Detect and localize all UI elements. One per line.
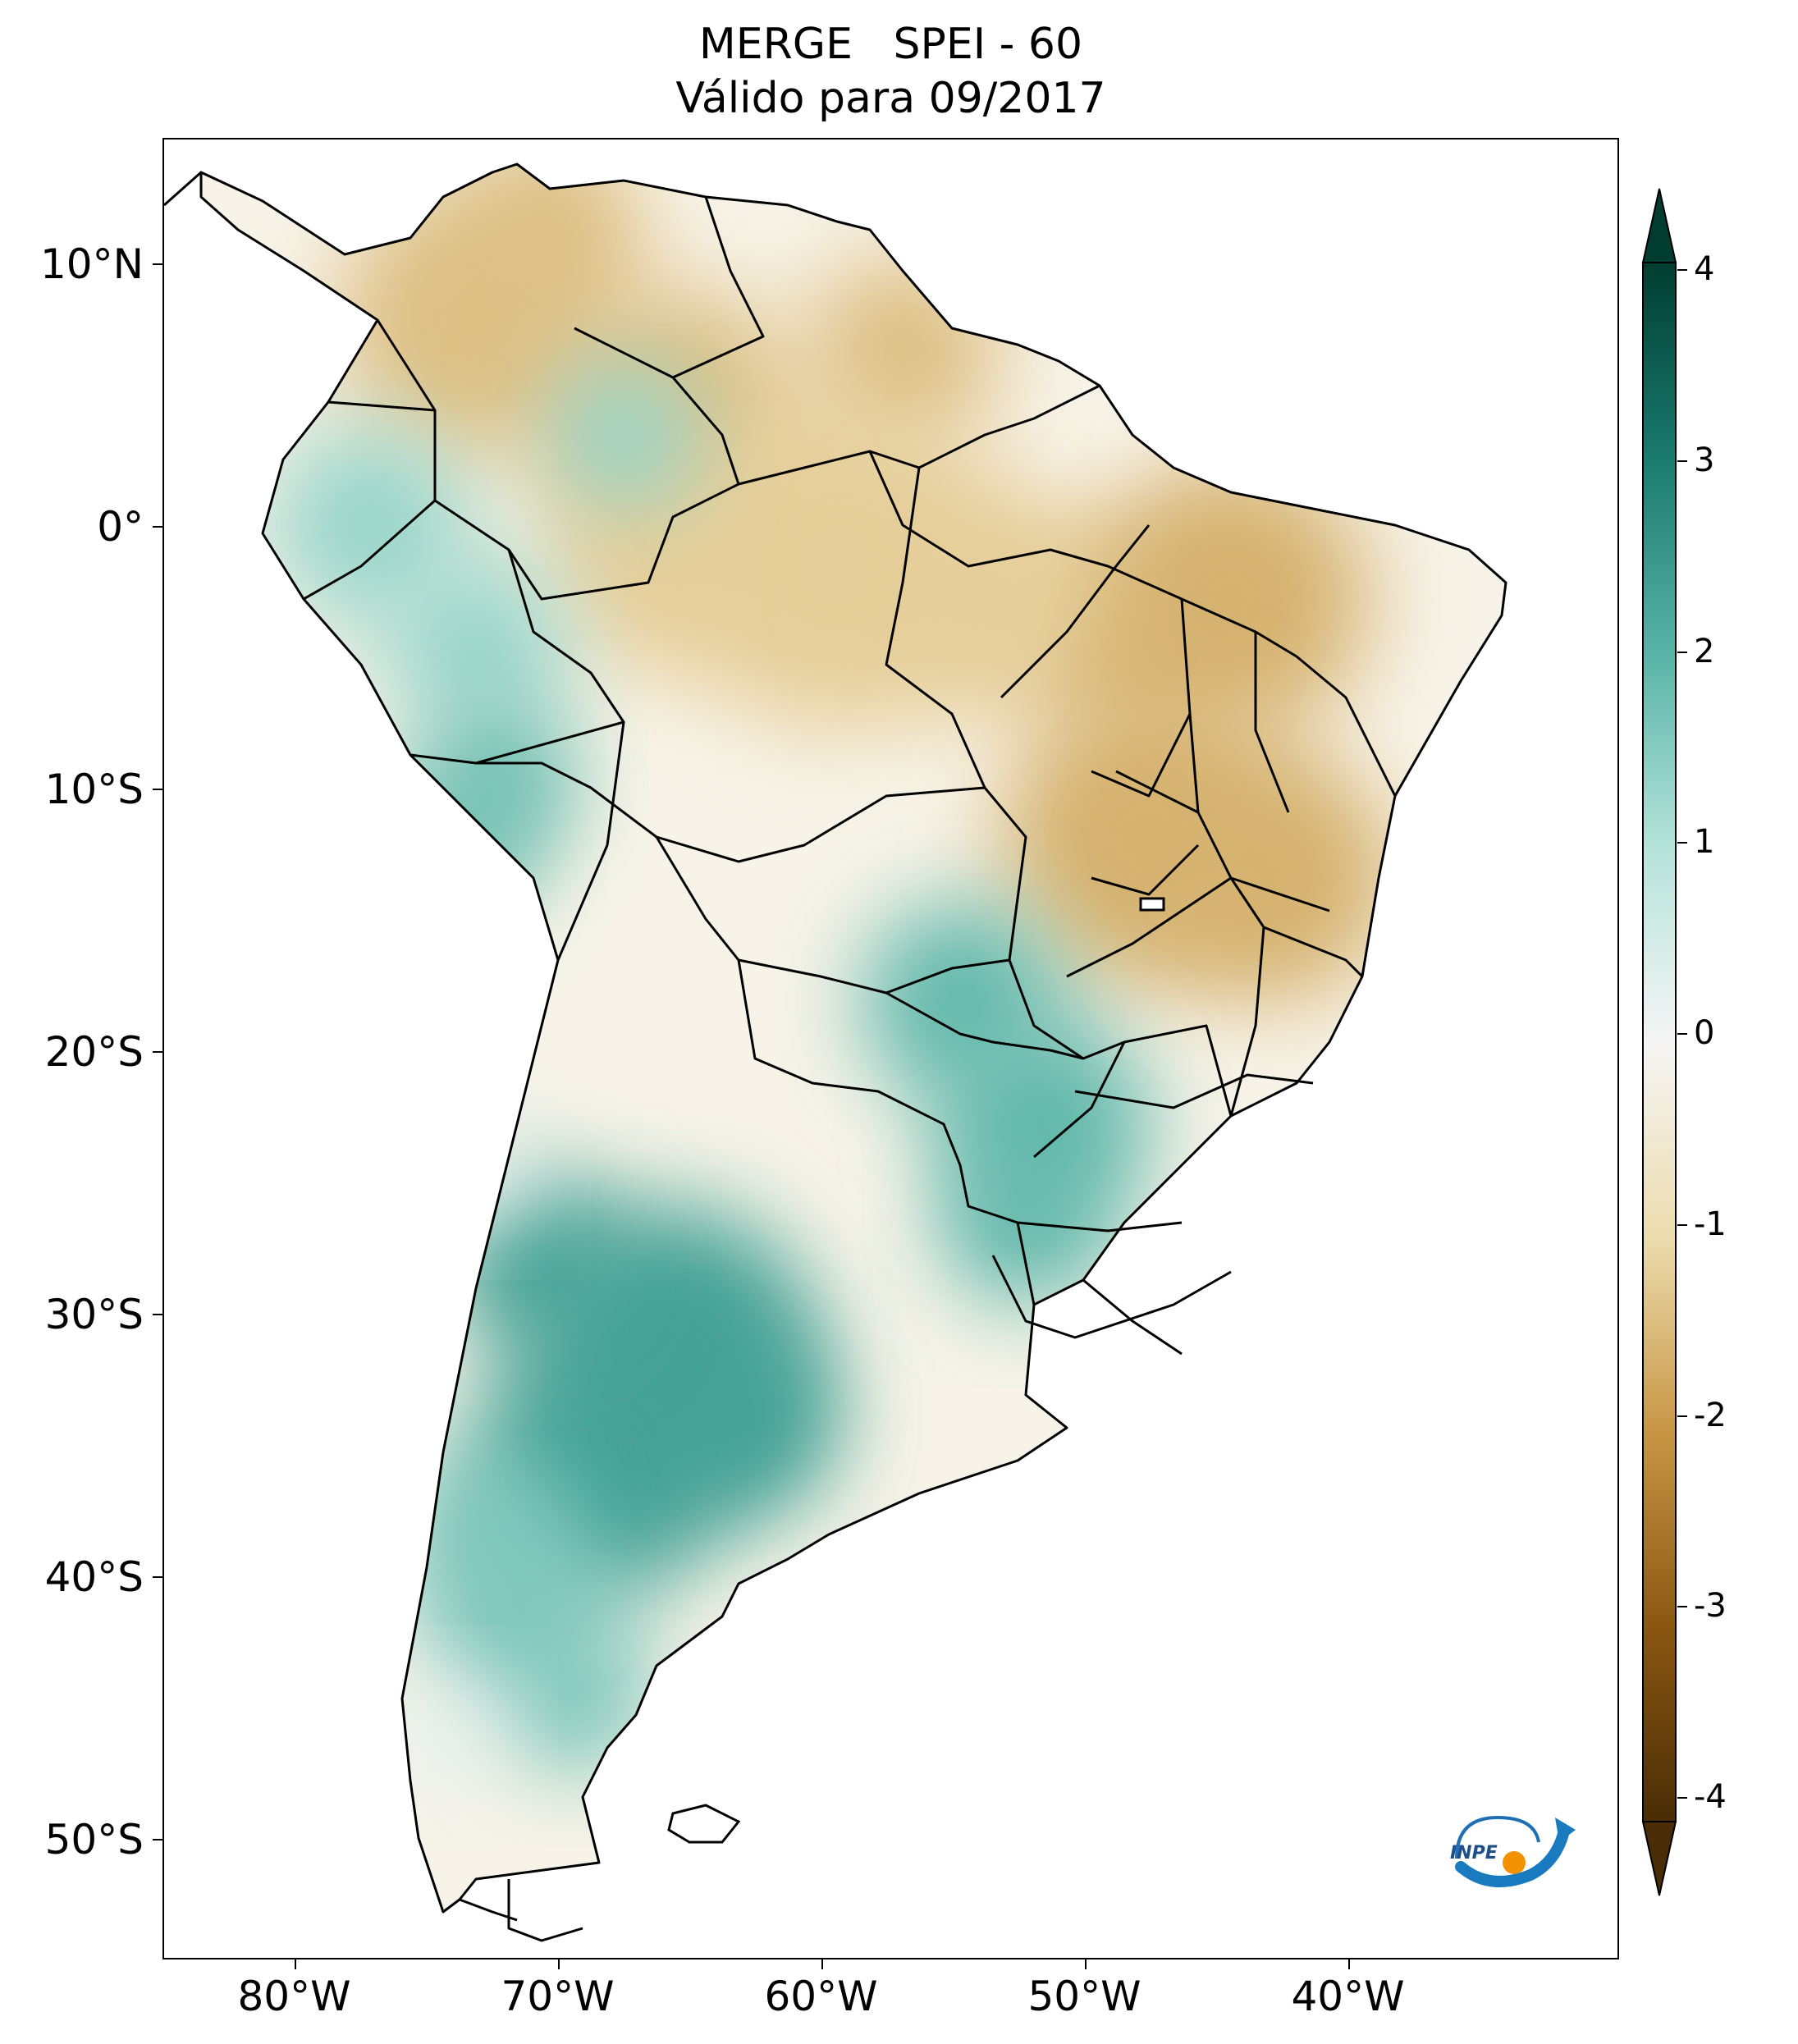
spei-region-patagonia-wet bbox=[410, 1452, 574, 1616]
lat-tick bbox=[153, 1576, 162, 1578]
colorbar-tick-label: -2 bbox=[1694, 1396, 1727, 1434]
spei-region-northeast-brazil-dry bbox=[1149, 755, 1395, 1001]
lon-label: 60°W bbox=[764, 1973, 878, 2020]
map-canvas bbox=[164, 162, 1507, 1942]
colorbar-lower-extend bbox=[1641, 1821, 1677, 1896]
spei-region-acre-wet bbox=[386, 771, 533, 919]
lat-tick bbox=[153, 1314, 162, 1315]
colorbar-tick-label: 3 bbox=[1694, 441, 1715, 479]
colorbar-tick bbox=[1677, 1415, 1687, 1417]
lon-tick bbox=[821, 1959, 823, 1969]
spei-region-pampas-wet bbox=[640, 1321, 837, 1518]
lat-label: 50°S bbox=[44, 1816, 144, 1863]
colorbar-tick-label: 4 bbox=[1694, 250, 1715, 288]
lon-label: 50°W bbox=[1027, 1973, 1141, 2020]
spei-region-western-amazon-wet bbox=[386, 558, 566, 738]
falkland-islands bbox=[667, 1804, 741, 1844]
colorbar-tick bbox=[1677, 269, 1687, 271]
colorbar-tick bbox=[1677, 651, 1687, 653]
lon-tick bbox=[557, 1959, 560, 1969]
lat-label: 30°S bbox=[44, 1291, 144, 1338]
small-lake bbox=[1139, 897, 1165, 912]
lat-label: 20°S bbox=[44, 1028, 144, 1076]
colorbar bbox=[1641, 188, 1677, 1896]
lon-label: 70°W bbox=[501, 1973, 615, 2020]
lon-label: 80°W bbox=[237, 1973, 351, 2020]
colorbar-tick-label: -4 bbox=[1694, 1778, 1727, 1816]
lat-tick bbox=[153, 263, 162, 265]
lon-label: 40°W bbox=[1291, 1973, 1405, 2020]
spei-field bbox=[201, 164, 1506, 1912]
lat-tick bbox=[153, 526, 162, 528]
colorbar-tick bbox=[1677, 1223, 1687, 1226]
map-area bbox=[162, 138, 1619, 1959]
colorbar-tick-label: 1 bbox=[1694, 823, 1715, 862]
lat-label: 10°S bbox=[44, 766, 144, 813]
colorbar-tick-label: 0 bbox=[1694, 1014, 1715, 1052]
lat-label: 0° bbox=[97, 503, 144, 551]
lat-tick bbox=[153, 789, 162, 790]
lat-tick bbox=[153, 1051, 162, 1053]
spei-region-western-amazon-wet bbox=[271, 427, 468, 624]
lon-tick bbox=[1084, 1959, 1087, 1969]
lon-tick bbox=[294, 1959, 296, 1969]
coastline-borders bbox=[164, 162, 1507, 1942]
spei-region-southern-brazil-wet bbox=[862, 903, 1059, 1100]
colorbar-tick-label: -1 bbox=[1694, 1205, 1727, 1243]
spei-region-northern-dry bbox=[460, 164, 640, 320]
lat-label: 40°S bbox=[44, 1553, 144, 1601]
colorbar-tick-label: -3 bbox=[1694, 1587, 1727, 1626]
colorbar-body bbox=[1642, 262, 1677, 1822]
spei-region-pampas-wet bbox=[451, 1173, 632, 1354]
spei-region-chile-neutral bbox=[386, 1682, 501, 1797]
colorbar-tick bbox=[1677, 842, 1687, 844]
colorbar-tick bbox=[1677, 460, 1687, 462]
lat-tick bbox=[153, 1839, 162, 1841]
colorbar-tick bbox=[1677, 1606, 1687, 1608]
lat-label: 10°N bbox=[39, 240, 144, 288]
map-title: MERGE SPEI - 60 bbox=[698, 20, 1083, 69]
colorbar-tick bbox=[1677, 1033, 1687, 1035]
logo-text: INPE bbox=[1450, 1843, 1498, 1863]
lon-tick bbox=[1347, 1959, 1350, 1969]
colorbar-tick bbox=[1677, 1797, 1687, 1799]
inpe-logo: INPE bbox=[1450, 1815, 1576, 1887]
map-subtitle: Válido para 09/2017 bbox=[675, 74, 1106, 123]
spei-region-western-amazon-wet bbox=[550, 361, 698, 509]
colorbar-tick-label: 2 bbox=[1694, 632, 1715, 670]
colorbar-upper-extend bbox=[1641, 188, 1677, 263]
spei-region-patagonia-wet bbox=[501, 1625, 648, 1772]
